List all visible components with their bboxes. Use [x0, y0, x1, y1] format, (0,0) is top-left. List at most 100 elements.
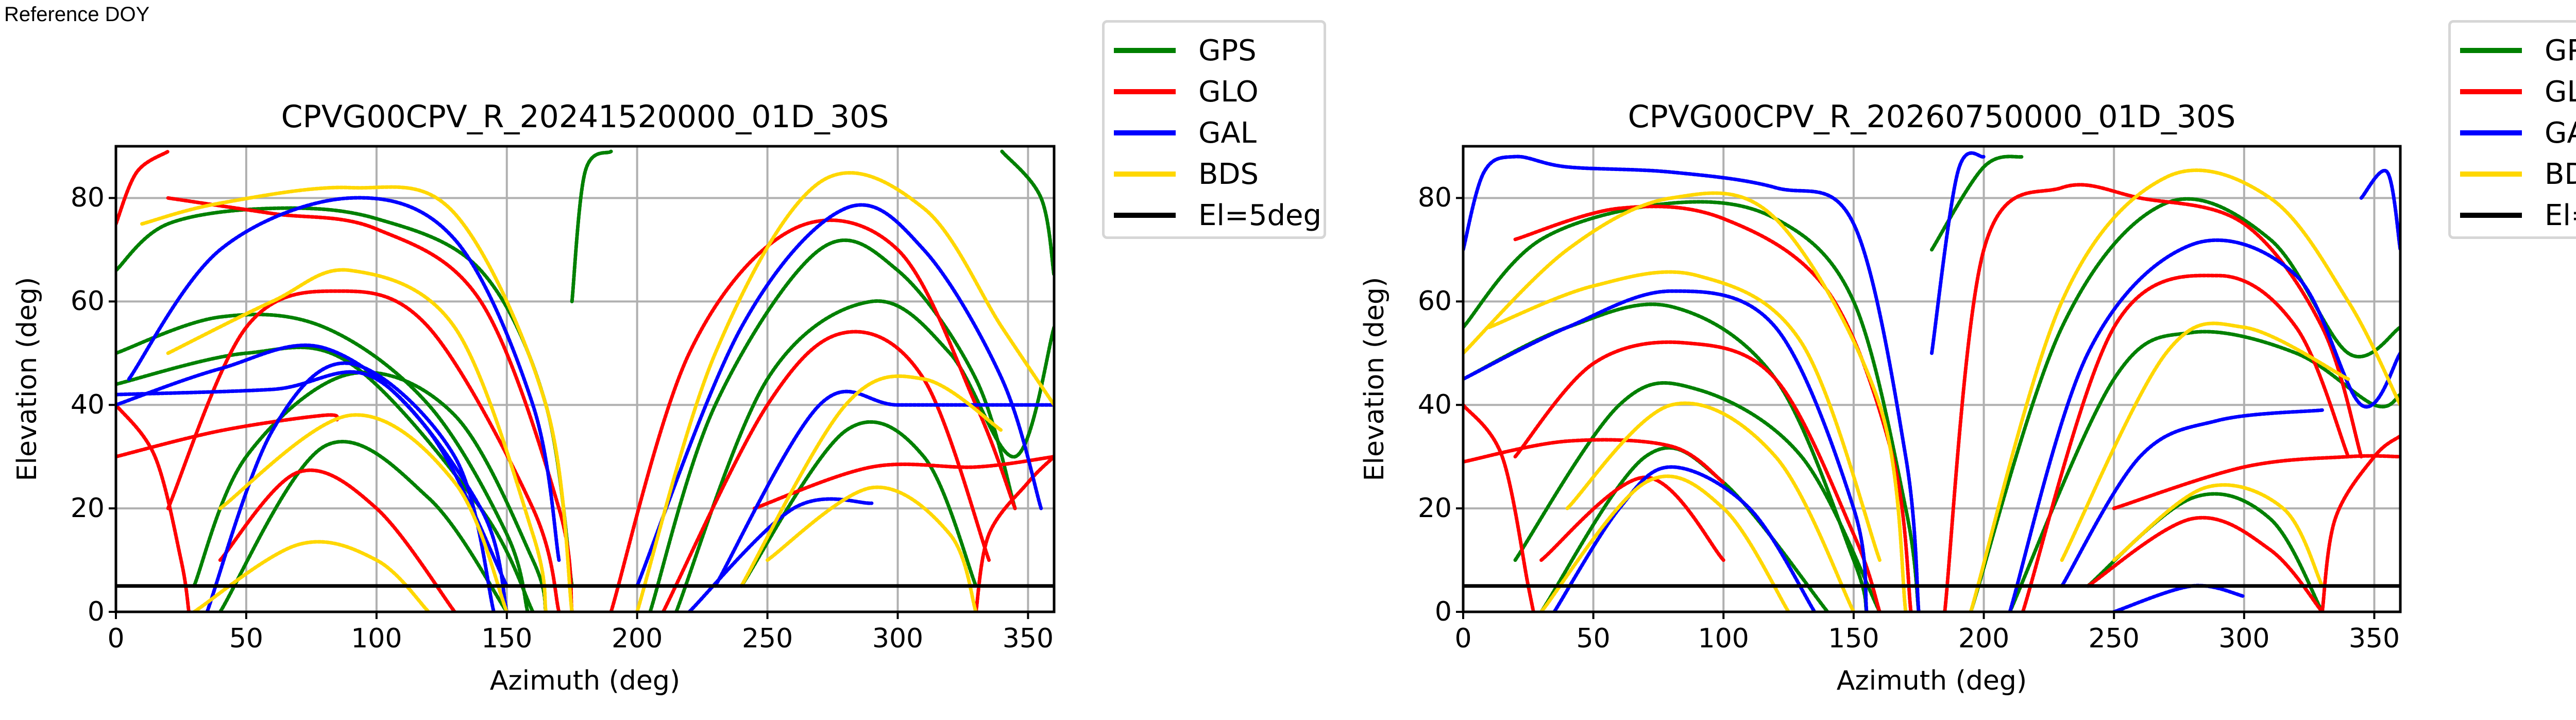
legend-label: GLO: [1198, 75, 1259, 109]
track-gps: [570, 149, 613, 303]
x-tick-label: 300: [2218, 623, 2270, 654]
track-gal: [713, 389, 1054, 588]
legend-item-bds: BDS: [2451, 153, 2576, 195]
track-glo: [1943, 183, 2363, 612]
track-gal: [1463, 289, 1869, 612]
x-tick-label: 50: [1576, 623, 1611, 654]
x-tick-label: 200: [612, 623, 663, 654]
legend: GPS GLO GAL BDS El=5deg: [1102, 20, 1326, 239]
track-glo: [166, 196, 574, 612]
track-gps: [1463, 200, 1921, 612]
y-axis-label: Elevation (deg): [1359, 277, 1390, 482]
legend-item-gps: GPS: [1105, 30, 1257, 71]
track-gal: [127, 196, 561, 562]
y-tick-label: 20: [1417, 493, 1452, 524]
legend-item-glo: GLO: [1105, 71, 1259, 112]
track-gps: [116, 313, 530, 612]
track-gps: [1930, 155, 2025, 252]
y-tick-label: 0: [87, 596, 105, 627]
legend-swatch: [2460, 130, 2522, 135]
y-tick-label: 0: [1434, 596, 1452, 627]
x-tick-label: 250: [741, 623, 793, 654]
track-bds: [218, 413, 509, 612]
track-gal: [2008, 238, 2400, 612]
x-tick-label: 100: [351, 623, 402, 654]
tracks: [116, 149, 1054, 612]
track-gal: [1463, 155, 1921, 612]
legend-swatch: [2460, 89, 2522, 94]
track-gal: [116, 343, 509, 588]
track-bds: [739, 374, 1004, 588]
track-bds: [1969, 168, 2400, 612]
track-bds: [140, 185, 574, 612]
track-gps: [192, 370, 548, 612]
track-gal: [2112, 584, 2246, 612]
legend-label: El=5deg: [1198, 198, 1322, 232]
legend-label: GLO: [2545, 75, 2576, 109]
track-glo: [2320, 434, 2400, 612]
legend-swatch: [2460, 48, 2522, 53]
track-bds: [1565, 401, 1856, 612]
chart-1: [109, 145, 1056, 619]
y-axis-label: Elevation (deg): [12, 277, 43, 482]
track-glo: [752, 455, 1054, 510]
x-tick-label: 200: [1958, 623, 2010, 654]
legend-swatch: [1114, 172, 1176, 177]
legend-label: GPS: [1198, 33, 1257, 67]
x-tick-label: 150: [1828, 623, 1879, 654]
track-gal: [2359, 168, 2400, 252]
track-bds: [1463, 191, 1908, 612]
track-gal: [687, 497, 874, 612]
track-bds: [766, 485, 978, 612]
x-tick-label: 150: [481, 623, 533, 654]
legend: GPS GLO GAL BDS El=5deg: [2448, 20, 2576, 239]
track-glo: [1463, 438, 1725, 485]
track-bds: [166, 268, 548, 612]
legend-item-gal: GAL: [2451, 112, 2576, 153]
legend-swatch: [2460, 213, 2522, 218]
legend-swatch: [1114, 130, 1176, 135]
track-glo: [116, 149, 170, 226]
track-gps: [648, 238, 1017, 612]
chart-title: CPVG00CPV_R_20260750000_01D_30S: [1628, 99, 2236, 135]
x-axis-label: Azimuth (deg): [1836, 665, 2027, 696]
track-gal: [635, 203, 1043, 588]
track-glo: [116, 403, 191, 612]
track-bds: [2060, 321, 2350, 562]
track-gps: [739, 420, 978, 588]
legend-item-bds: BDS: [1105, 153, 1259, 195]
legend-item-gps: GPS: [2451, 30, 2576, 71]
track-gps: [1513, 381, 1882, 612]
y-tick-label: 60: [1417, 286, 1452, 317]
track-gps: [2008, 330, 2400, 612]
legend-item-gal: GAL: [1105, 112, 1257, 153]
legend-swatch: [1114, 48, 1176, 53]
tracks: [1463, 151, 2400, 612]
track-gal: [2060, 408, 2324, 588]
track-gal: [1930, 151, 1986, 355]
track-glo: [2112, 454, 2400, 510]
axes-frame: [1462, 145, 2402, 613]
legend-label: GPS: [2545, 33, 2576, 67]
track-gps: [116, 345, 535, 612]
y-tick-label: 60: [70, 286, 105, 317]
x-tick-label: 0: [107, 623, 125, 654]
legend-item-el-5deg: El=5deg: [2451, 195, 2576, 236]
y-tick-label: 80: [70, 182, 105, 214]
y-tick-label: 40: [1417, 389, 1452, 421]
chart-2: [1456, 145, 2402, 619]
track-glo: [1463, 403, 1535, 612]
legend-swatch: [1114, 89, 1176, 94]
y-tick-label: 80: [1417, 182, 1452, 214]
y-tick-label: 40: [70, 389, 105, 421]
track-glo: [1513, 340, 1882, 612]
track-gps: [1000, 149, 1054, 278]
track-glo: [974, 455, 1054, 612]
x-tick-label: 100: [1698, 623, 1749, 654]
track-glo: [1513, 204, 1913, 612]
track-bds: [635, 171, 1054, 612]
track-gps: [218, 440, 509, 612]
legend-label: BDS: [1198, 157, 1259, 191]
legend-label: GAL: [2545, 116, 2576, 150]
